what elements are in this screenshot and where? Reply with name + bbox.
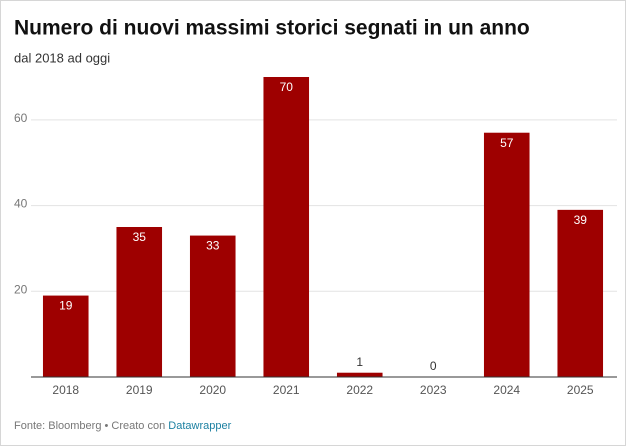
source-text: Fonte: Bloomberg • Creato con bbox=[14, 420, 165, 432]
bar bbox=[557, 209, 604, 377]
bar bbox=[483, 132, 530, 377]
value-label: 70 bbox=[280, 80, 294, 94]
bar bbox=[189, 235, 236, 377]
x-tick-label: 2021 bbox=[273, 383, 300, 397]
source-link[interactable]: Datawrapper bbox=[168, 420, 231, 432]
y-tick-label: 40 bbox=[14, 197, 28, 211]
value-label: 57 bbox=[500, 136, 514, 150]
value-label: 33 bbox=[206, 239, 220, 253]
x-tick-label: 2018 bbox=[52, 383, 79, 397]
y-tick-label: 60 bbox=[14, 111, 28, 125]
x-tick-label: 2024 bbox=[493, 383, 520, 397]
bar bbox=[263, 77, 310, 377]
value-label: 35 bbox=[133, 230, 147, 244]
bar bbox=[42, 295, 89, 377]
x-tick-label: 2022 bbox=[346, 383, 373, 397]
chart-title: Numero di nuovi massimi storici segnati … bbox=[14, 17, 530, 40]
value-label: 1 bbox=[356, 355, 363, 369]
bar bbox=[116, 227, 163, 377]
bar bbox=[336, 372, 383, 377]
x-tick-label: 2023 bbox=[420, 383, 447, 397]
source: Fonte: Bloomberg • Creato con Datawrappe… bbox=[14, 420, 232, 432]
value-label: 0 bbox=[430, 359, 437, 373]
x-tick-label: 2020 bbox=[199, 383, 226, 397]
y-tick-label: 20 bbox=[14, 282, 28, 296]
x-tick-label: 2019 bbox=[126, 383, 153, 397]
x-tick-label: 2025 bbox=[567, 383, 594, 397]
value-label: 39 bbox=[574, 213, 588, 227]
value-label: 19 bbox=[59, 299, 73, 313]
chart-subtitle: dal 2018 ad oggi bbox=[14, 50, 110, 65]
